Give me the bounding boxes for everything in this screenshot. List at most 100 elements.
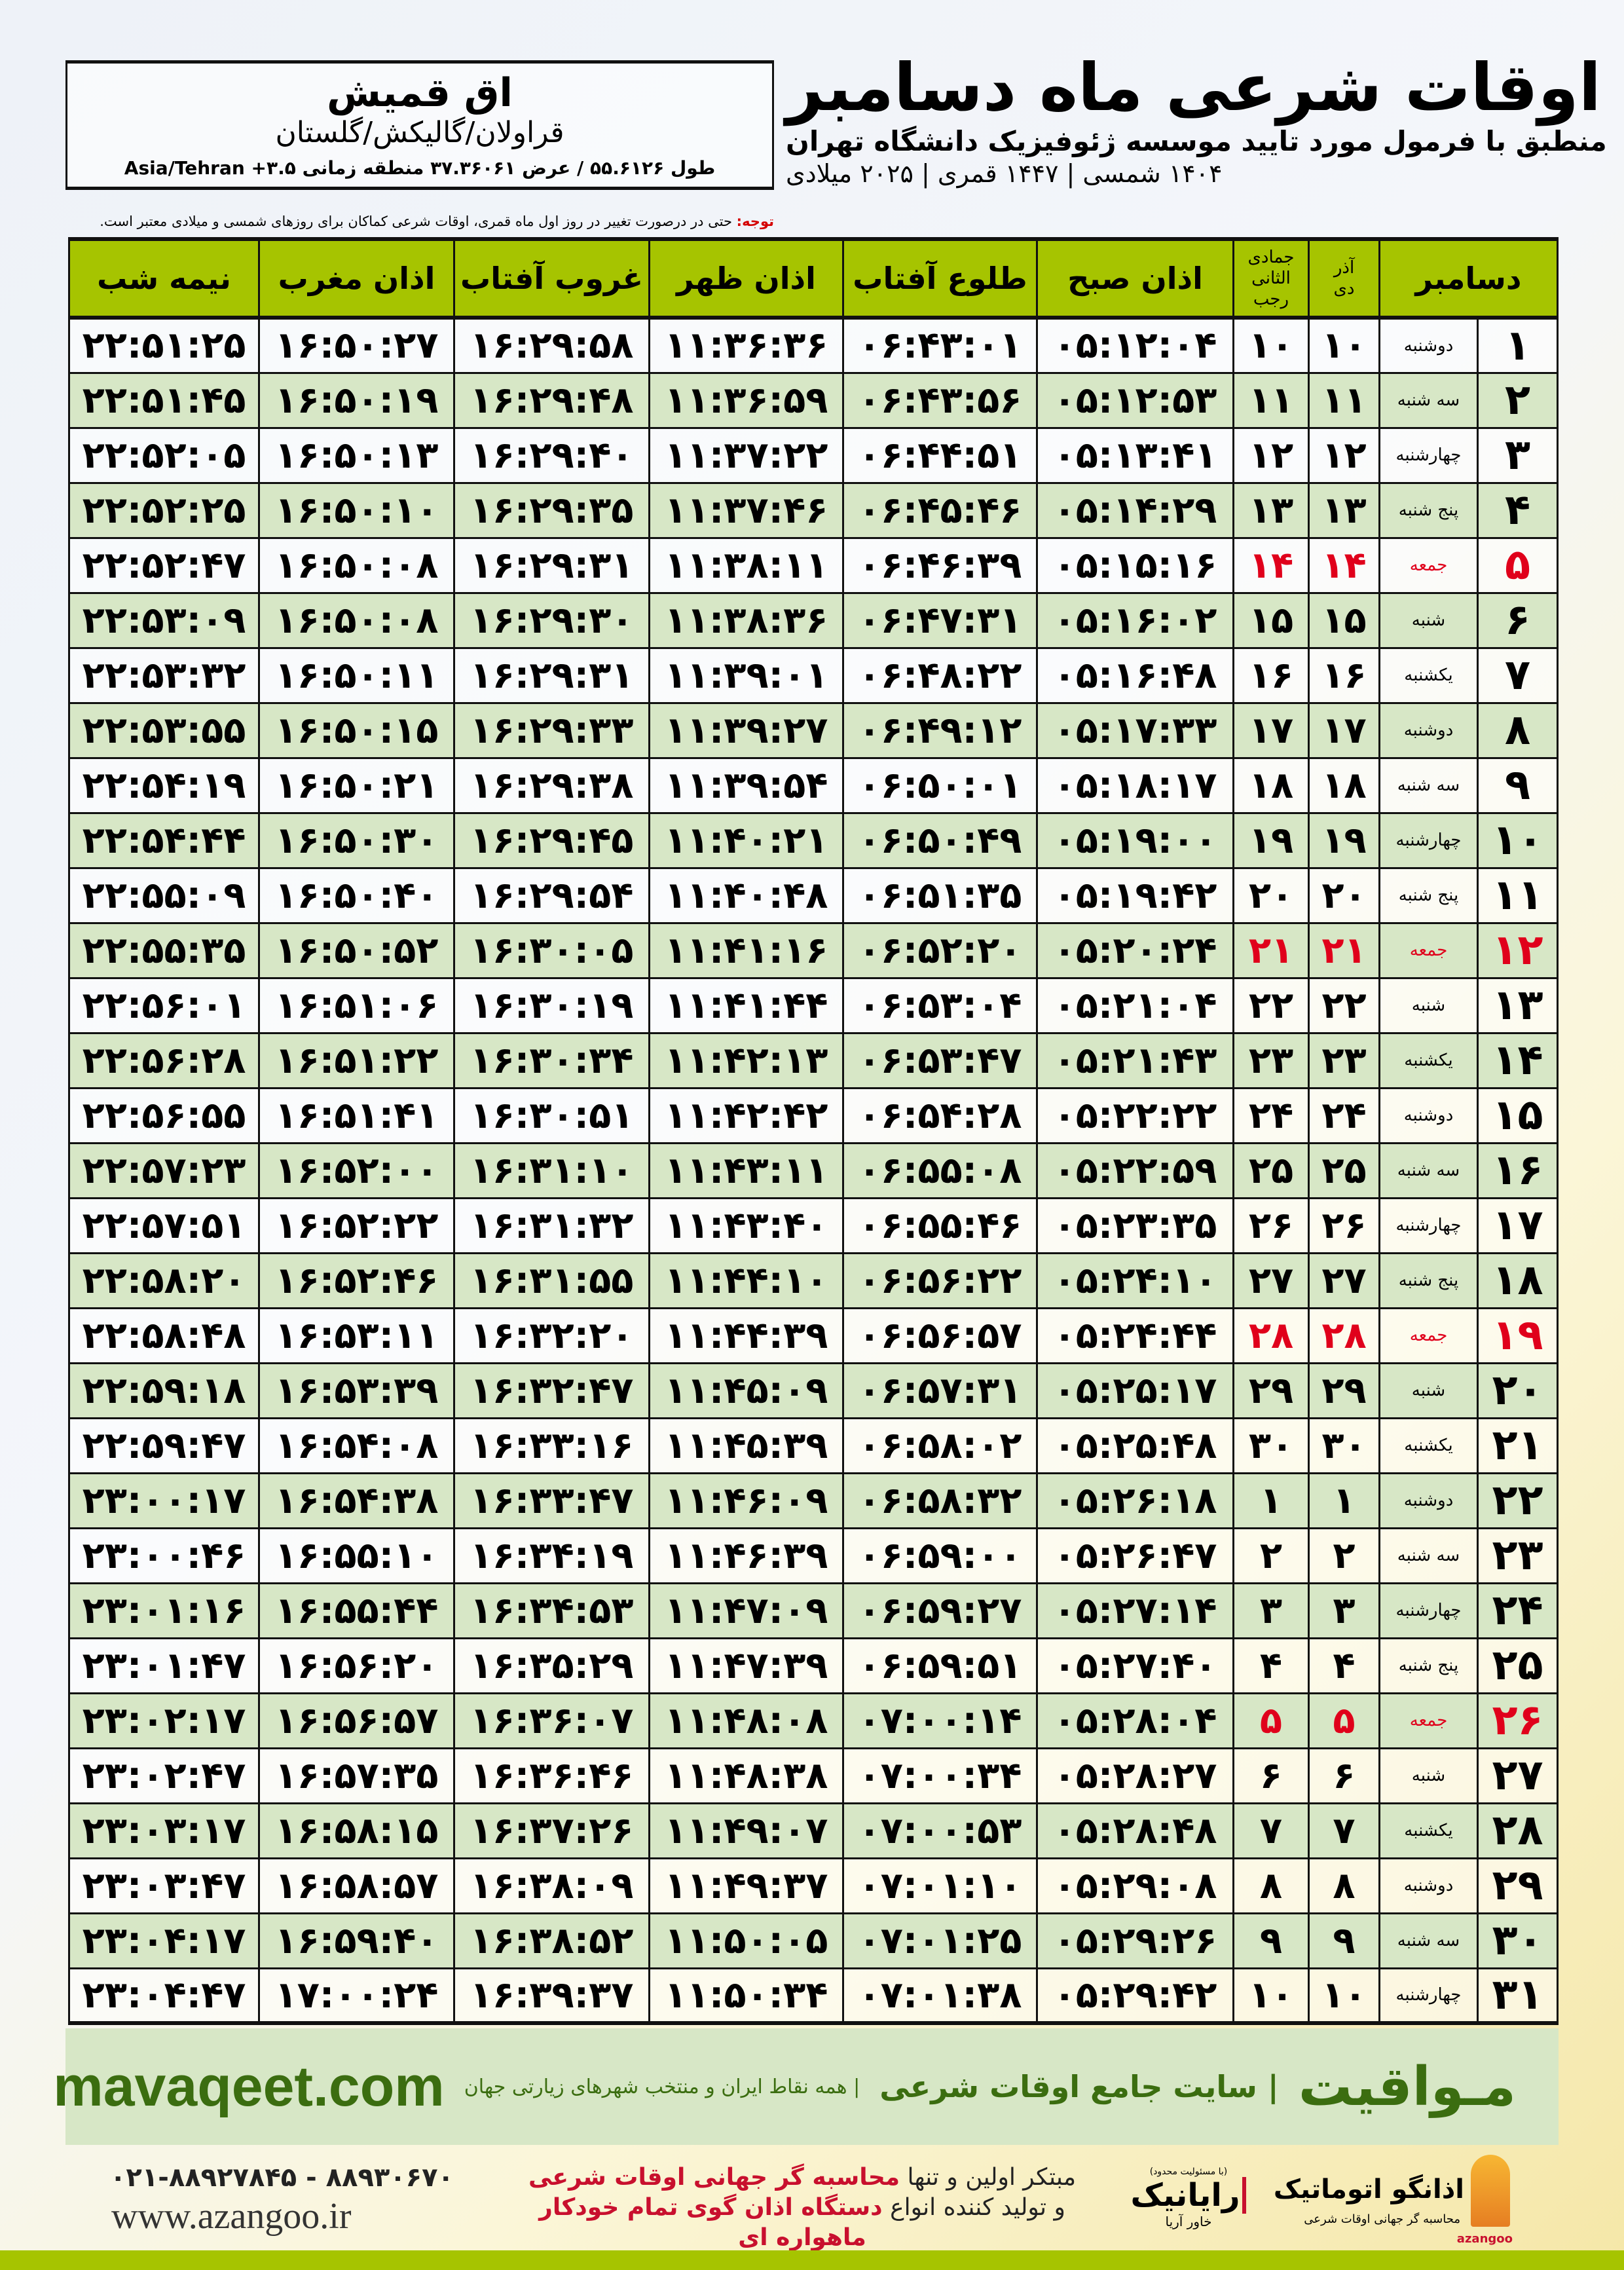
dey-date: ۳۰ <box>1308 1417 1380 1474</box>
fajr-time: ۰۵:۱۹:۴۲ <box>1036 866 1234 924</box>
midnight-time: ۲۳:۰۰:۱۷ <box>68 1472 260 1529</box>
weekday: شنبه <box>1378 977 1479 1034</box>
dey-date: ۱۱ <box>1308 371 1380 429</box>
sunrise-time: ۰۶:۵۱:۳۵ <box>842 866 1038 924</box>
dhuhr-time: ۱۱:۳۸:۱۱ <box>648 536 844 594</box>
table-row: ۱۰ چهارشنبه ۱۹ ۱۹ ۰۵:۱۹:۰۰ ۰۶:۵۰:۴۹ ۱۱:۴۰:۲۱ ۱۶… <box>68 811 1559 869</box>
sunrise-time: ۰۶:۴۳:۰۱ <box>842 316 1038 374</box>
table-row: ۱۳ شنبه ۲۲ ۲۲ ۰۵:۲۱:۰۴ ۰۶:۵۳:۰۴ ۱۱:۴۱:۴۴ ۱۶:۳۰:… <box>68 977 1559 1034</box>
dhuhr-time: ۱۱:۴۳:۴۰ <box>648 1197 844 1254</box>
website-link[interactable]: www.azangoo.ir <box>111 2196 352 2237</box>
midnight-time: ۲۲:۵۲:۲۵ <box>68 481 260 539</box>
sunset-time: ۱۶:۳۲:۴۷ <box>453 1362 650 1419</box>
fajr-time: ۰۵:۲۷:۴۰ <box>1036 1637 1234 1694</box>
sunrise-time: ۰۶:۵۵:۴۶ <box>842 1197 1038 1254</box>
dey-date: ۱۷ <box>1308 701 1380 759</box>
dhuhr-time: ۱۱:۴۶:۰۹ <box>648 1472 844 1529</box>
location-coordinates: طول ۵۵.۶۱۲۶ / عرض ۳۷.۳۶۰۶۱ منطقه زمانی ۳… <box>124 157 716 179</box>
sunset-time: ۱۶:۳۳:۴۷ <box>453 1472 650 1529</box>
sunset-time: ۱۶:۲۹:۴۵ <box>453 811 650 869</box>
sunrise-time: ۰۶:۵۳:۰۴ <box>842 977 1038 1034</box>
header-dey-label: دی <box>1333 279 1355 299</box>
promo-line2-b: دستگاه اذان گوی تمام خودکار ماهواره ای <box>539 2194 883 2251</box>
sunset-time: ۱۶:۳۱:۳۲ <box>453 1197 650 1254</box>
dey-date: ۱۹ <box>1308 811 1380 869</box>
rajab-date: ۲۵ <box>1232 1142 1310 1199</box>
weekday: یکشنبه <box>1378 1417 1479 1474</box>
sunset-time: ۱۶:۳۳:۱۶ <box>453 1417 650 1474</box>
rajab-date: ۱۳ <box>1232 481 1310 539</box>
weekday: جمعه <box>1378 1307 1479 1364</box>
maghrib-time: ۱۷:۰۰:۲۴ <box>258 1967 455 2025</box>
sunrise-time: ۰۶:۴۴:۵۱ <box>842 426 1038 484</box>
banner-url[interactable]: mavaqeet.com <box>53 2055 445 2118</box>
table-row: ۵ جمعه ۱۴ ۱۴ ۰۵:۱۵:۱۶ ۰۶:۴۶:۳۹ ۱۱:۳۸:۱۱ ۱۶:۲۹:۳… <box>68 536 1559 594</box>
table-row: ۳۰ سه شنبه ۹ ۹ ۰۵:۲۹:۲۶ ۰۷:۰۱:۲۵ ۱۱:۵۰:۰۵ ۱۶:۳۸… <box>68 1912 1559 1969</box>
dey-date: ۱۵ <box>1308 591 1380 649</box>
rayanik-logo: (با مسئولیت محدود) رایانیک خاور آریا <box>1113 2167 1264 2239</box>
sunrise-time: ۰۷:۰۰:۳۴ <box>842 1747 1038 1804</box>
sunrise-time: ۰۶:۵۵:۰۸ <box>842 1142 1038 1199</box>
header-azar: آذر <box>1333 258 1355 278</box>
dey-date: ۹ <box>1308 1912 1380 1969</box>
mavaqeet-logo: مـواقیت <box>1298 2055 1516 2118</box>
maghrib-time: ۱۶:۵۱:۲۲ <box>258 1032 455 1089</box>
dhuhr-time: ۱۱:۳۶:۵۹ <box>648 371 844 429</box>
fajr-time: ۰۵:۲۳:۳۵ <box>1036 1197 1234 1254</box>
sunrise-time: ۰۶:۴۵:۴۶ <box>842 481 1038 539</box>
mavaqeet-banner: مـواقیت | سایت جامع اوقات شرعی | همه نقا… <box>53 2028 1559 2145</box>
day-number: ۲۲ <box>1477 1472 1559 1529</box>
dey-date: ۲۶ <box>1308 1197 1380 1254</box>
fajr-time: ۰۵:۱۵:۱۶ <box>1036 536 1234 594</box>
table-row: ۲۵ پنج شنبه ۴ ۴ ۰۵:۲۷:۴۰ ۰۶:۵۹:۵۱ ۱۱:۴۷:۳۹ ۱۶:۳… <box>68 1637 1559 1694</box>
weekday: جمعه <box>1378 1692 1479 1749</box>
weekday: پنج شنبه <box>1378 1252 1479 1309</box>
table-row: ۱۱ پنج شنبه ۲۰ ۲۰ ۰۵:۱۹:۴۲ ۰۶:۵۱:۳۵ ۱۱:۴۰:۴۸ ۱۶… <box>68 866 1559 924</box>
maghrib-time: ۱۶:۵۰:۱۱ <box>258 646 455 704</box>
rajab-date: ۷ <box>1232 1802 1310 1859</box>
dhuhr-time: ۱۱:۴۱:۱۶ <box>648 921 844 979</box>
sunrise-time: ۰۷:۰۰:۱۴ <box>842 1692 1038 1749</box>
weekday: چهارشنبه <box>1378 1582 1479 1639</box>
header-maghrib: اذان مغرب <box>258 237 455 320</box>
sunrise-time: ۰۶:۵۶:۵۷ <box>842 1307 1038 1364</box>
banner-subtext: | همه نقاط ایران و منتخب شهرهای زیارتی ج… <box>464 2075 860 2098</box>
sunset-time: ۱۶:۳۹:۳۷ <box>453 1967 650 2025</box>
midnight-time: ۲۲:۵۳:۰۹ <box>68 591 260 649</box>
sunrise-time: ۰۶:۵۸:۰۲ <box>842 1417 1038 1474</box>
maghrib-time: ۱۶:۵۰:۱۳ <box>258 426 455 484</box>
calendar-years: ۱۴۰۴ شمسی | ۱۴۴۷ قمری | ۲۰۲۵ میلادی <box>786 159 1223 188</box>
rajab-date: ۲۱ <box>1232 921 1310 979</box>
day-number: ۱۰ <box>1477 811 1559 869</box>
dey-date: ۲۰ <box>1308 866 1380 924</box>
weekday: دوشنبه <box>1378 1857 1479 1914</box>
dey-date: ۲۸ <box>1308 1307 1380 1364</box>
day-number: ۱۶ <box>1477 1142 1559 1199</box>
sunrise-time: ۰۶:۵۹:۵۱ <box>842 1637 1038 1694</box>
dey-date: ۲۷ <box>1308 1252 1380 1309</box>
midnight-time: ۲۲:۵۷:۲۳ <box>68 1142 260 1199</box>
fajr-time: ۰۵:۲۵:۱۷ <box>1036 1362 1234 1419</box>
weekday: جمعه <box>1378 921 1479 979</box>
fajr-time: ۰۵:۲۸:۲۷ <box>1036 1747 1234 1804</box>
maghrib-time: ۱۶:۵۰:۴۰ <box>258 866 455 924</box>
maghrib-time: ۱۶:۵۴:۰۸ <box>258 1417 455 1474</box>
midnight-time: ۲۲:۵۳:۵۵ <box>68 701 260 759</box>
day-number: ۳۰ <box>1477 1912 1559 1969</box>
location-name: اق قمیش <box>327 70 513 116</box>
midnight-time: ۲۲:۵۹:۱۸ <box>68 1362 260 1419</box>
sunrise-time: ۰۶:۵۹:۲۷ <box>842 1582 1038 1639</box>
sunrise-time: ۰۶:۴۳:۵۶ <box>842 371 1038 429</box>
maghrib-time: ۱۶:۵۵:۴۴ <box>258 1582 455 1639</box>
azangoo-logo: اذانگو اتوماتیک محاسبه گر جهانی اوقات شر… <box>1274 2155 1513 2246</box>
sunrise-time: ۰۷:۰۱:۲۵ <box>842 1912 1038 1969</box>
weekday: دوشنبه <box>1378 316 1479 374</box>
table-row: ۳ چهارشنبه ۱۲ ۱۲ ۰۵:۱۳:۴۱ ۰۶:۴۴:۵۱ ۱۱:۳۷:۲۲ ۱۶:… <box>68 426 1559 484</box>
sunset-time: ۱۶:۳۴:۱۹ <box>453 1527 650 1584</box>
dhuhr-time: ۱۱:۴۴:۳۹ <box>648 1307 844 1364</box>
maghrib-time: ۱۶:۵۱:۰۶ <box>258 977 455 1034</box>
weekday: یکشنبه <box>1378 1032 1479 1089</box>
table-row: ۱۸ پنج شنبه ۲۷ ۲۷ ۰۵:۲۴:۱۰ ۰۶:۵۶:۲۲ ۱۱:۴۴:۱۰ ۱۶… <box>68 1252 1559 1309</box>
table-row: ۲ سه شنبه ۱۱ ۱۱ ۰۵:۱۲:۵۳ ۰۶:۴۳:۵۶ ۱۱:۳۶:۵۹ ۱۶:۲… <box>68 371 1559 429</box>
midnight-time: ۲۳:۰۴:۴۷ <box>68 1967 260 2025</box>
